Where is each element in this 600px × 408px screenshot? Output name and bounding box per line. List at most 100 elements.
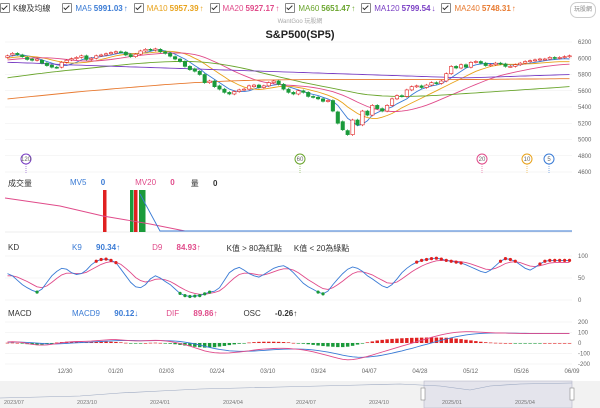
- legend-ma5-value: 5991.03: [93, 3, 123, 13]
- osc-bar: [557, 343, 562, 344]
- candle-body: [113, 51, 118, 54]
- k9-arrow: ↑: [116, 243, 121, 252]
- kd-note-red: K值 > 80為紅點: [226, 244, 282, 253]
- osc-bar: [69, 341, 74, 343]
- dif-name: DIF: [166, 309, 180, 318]
- main-y-tick: 5800: [578, 73, 592, 79]
- kd-red-dot: [104, 257, 108, 261]
- volume-bar: [139, 190, 143, 232]
- osc-bar: [129, 343, 133, 344]
- legend-main-checkbox[interactable]: [0, 3, 10, 13]
- candle-body: [483, 62, 488, 66]
- mv5-name: MV5: [70, 178, 87, 187]
- volume-bar: [142, 190, 146, 232]
- candle-body: [5, 55, 10, 58]
- candle-body: [547, 57, 552, 60]
- legend-ma10-checkbox[interactable]: [133, 3, 144, 13]
- volume-bar: [134, 190, 138, 232]
- candle-body: [424, 84, 429, 88]
- osc-bar: [503, 343, 508, 344]
- osc-bar: [252, 342, 256, 343]
- x-date-label: 05/26: [514, 369, 530, 375]
- macd-y-tick: 100: [578, 331, 589, 337]
- macd-title: MACD: [8, 309, 32, 318]
- legend-ma120-checkbox[interactable]: [361, 3, 372, 13]
- osc-bar: [449, 338, 453, 343]
- candle-body: [449, 66, 454, 74]
- candle-body: [330, 100, 335, 112]
- kd-y-tick: 0: [578, 298, 582, 304]
- candle-body: [503, 63, 508, 67]
- osc-bar: [493, 342, 498, 344]
- legend-ma240-value: 5748.31: [481, 3, 511, 13]
- legend-main[interactable]: K線及均線: [0, 3, 56, 14]
- legend-ma60-checkbox[interactable]: [285, 3, 296, 13]
- kd-green-dot: [178, 291, 182, 295]
- candle-body: [212, 80, 217, 87]
- legend-ma240-checkbox[interactable]: [441, 3, 452, 13]
- candle-body: [325, 100, 330, 102]
- osc-bar: [434, 337, 439, 343]
- candle-body: [345, 130, 350, 135]
- candle-body: [390, 98, 395, 106]
- osc-bar: [350, 343, 355, 346]
- legend-ma60[interactable]: MA60 5651.47 ↑: [285, 3, 355, 13]
- legend-ma120-name: MA120: [374, 3, 400, 13]
- candle-body: [276, 80, 281, 85]
- legend-ma240[interactable]: MA240 5748.31 ↑: [441, 3, 516, 13]
- osc-bar: [306, 343, 310, 345]
- ma-line-ma10: [7, 50, 570, 119]
- candle-body: [508, 66, 513, 68]
- osc-bar: [143, 343, 148, 344]
- ma-legend: K線及均線 MA5 5991.03 ↑ MA10 5957.39 ↑ MA20 …: [0, 0, 560, 16]
- ma-marker-label: 5: [547, 157, 551, 163]
- osc-bar: [202, 343, 207, 348]
- d9-line: [7, 259, 570, 295]
- osc-bar: [479, 341, 483, 343]
- navigator-line: [0, 382, 573, 399]
- legend-ma20-value: 5927.17: [245, 3, 275, 13]
- osc-bar: [513, 343, 518, 344]
- candle-body: [79, 55, 84, 58]
- candle-body: [242, 88, 247, 91]
- x-date-label: 04/07: [362, 369, 378, 375]
- osc-bar: [567, 343, 572, 344]
- kd-header: KD: [8, 243, 31, 252]
- candle-body: [394, 95, 399, 100]
- kd-y-tick: 50: [578, 276, 585, 282]
- volume-title: 成交量: [8, 179, 32, 188]
- legend-ma10[interactable]: MA10 5957.39 ↑: [133, 3, 204, 13]
- macd9-arrow: ↓: [134, 309, 139, 318]
- legend-ma5[interactable]: MA5 5991.03 ↑: [62, 3, 128, 13]
- osc-bar: [375, 340, 379, 343]
- osc-name: OSC: [243, 309, 261, 318]
- candle-body: [222, 88, 227, 93]
- dif-arrow: ↑: [213, 309, 218, 318]
- osc-bar: [444, 337, 448, 343]
- candle-body: [163, 51, 168, 54]
- osc-bar: [232, 343, 236, 345]
- navigator-label: 2024/10: [369, 400, 389, 406]
- osc-bar: [222, 343, 227, 346]
- volume-legend: MV5 0 MV20 0 量 0: [70, 178, 229, 189]
- candle-body: [488, 64, 493, 67]
- osc-bar: [291, 342, 296, 344]
- kd-red-dot: [444, 258, 448, 262]
- candle-body: [133, 53, 138, 57]
- kd-red-dot: [114, 261, 118, 265]
- legend-ma20[interactable]: MA20 5927.17 ↑: [209, 3, 279, 13]
- ma-line-ma60: [7, 60, 570, 97]
- osc-bar: [316, 343, 320, 346]
- osc-bar: [395, 338, 399, 343]
- candle-body: [173, 56, 178, 60]
- vol-value: 0: [212, 179, 218, 188]
- osc-bar: [311, 343, 315, 345]
- osc-bar: [400, 338, 404, 343]
- legend-ma20-checkbox[interactable]: [209, 3, 220, 13]
- legend-ma5-checkbox[interactable]: [62, 3, 73, 13]
- legend-ma10-value: 5957.39: [169, 3, 199, 13]
- candle-body: [434, 82, 439, 84]
- kd-green-dot: [188, 294, 192, 299]
- legend-ma120[interactable]: MA120 5799.54 ↓: [361, 3, 435, 13]
